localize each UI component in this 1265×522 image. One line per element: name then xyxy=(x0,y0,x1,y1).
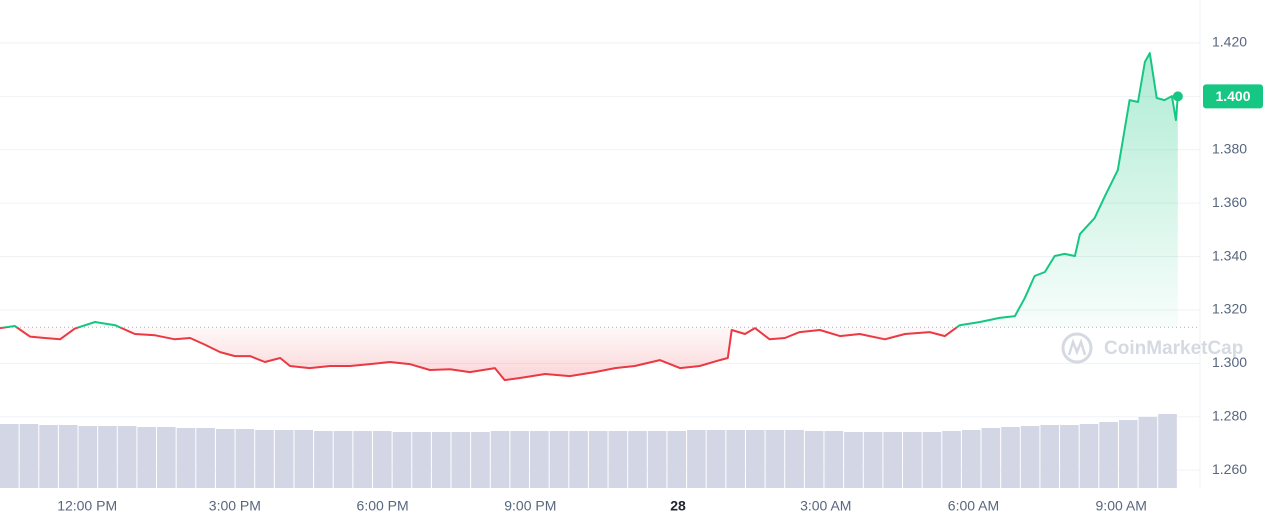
volume-bar xyxy=(726,430,745,488)
volume-bar xyxy=(196,428,215,488)
grid xyxy=(0,0,1201,488)
y-tick-label: 1.360 xyxy=(1212,194,1247,210)
y-tick-label: 1.300 xyxy=(1212,354,1247,370)
volume-bar xyxy=(961,430,981,488)
volume-bar xyxy=(235,429,255,488)
current-price-dot xyxy=(1172,91,1183,102)
volume-bar xyxy=(549,431,569,488)
volume-bar xyxy=(1118,420,1138,488)
y-tick-label: 1.320 xyxy=(1212,301,1247,317)
volume-bar xyxy=(1138,417,1158,488)
volume-bar xyxy=(78,426,98,488)
volume-bar xyxy=(1079,424,1099,488)
x-tick-label: 6:00 PM xyxy=(357,498,409,514)
watermark-logo xyxy=(1061,332,1093,364)
volume-bar xyxy=(1099,422,1118,488)
volume-bar xyxy=(824,431,844,488)
watermark-logo-m xyxy=(1067,338,1087,356)
volume-bar xyxy=(981,428,1001,488)
volume-bar xyxy=(1060,425,1079,488)
volume-bar xyxy=(804,431,824,488)
volume-bar xyxy=(530,431,549,488)
x-tick-label: 12:00 PM xyxy=(57,498,117,514)
volume-bar xyxy=(765,430,785,488)
watermark-text: CoinMarketCap xyxy=(1104,338,1243,359)
volume-bar xyxy=(628,431,647,488)
volume-bar xyxy=(667,431,687,488)
volume xyxy=(0,414,1177,488)
volume-bar xyxy=(314,431,333,488)
volume-bar xyxy=(274,430,294,488)
volume-bar xyxy=(137,427,157,488)
volume-bar xyxy=(510,431,530,488)
volume-bar xyxy=(39,425,58,488)
price-tag-label: 1.400 xyxy=(1215,88,1250,104)
x-tick-label: 9:00 PM xyxy=(504,498,556,514)
y-tick-label: 1.340 xyxy=(1212,247,1247,263)
volume-bar xyxy=(785,430,804,488)
volume-bar xyxy=(215,429,235,488)
volume-bar xyxy=(647,431,667,488)
volume-bar xyxy=(903,432,922,488)
volume-bar xyxy=(883,432,903,488)
volume-bar xyxy=(392,432,412,488)
volume-bar xyxy=(942,431,961,488)
volume-bar xyxy=(687,430,706,488)
volume-bar xyxy=(608,431,628,488)
price-area xyxy=(0,53,1178,381)
volume-bar xyxy=(98,426,117,488)
price-tag xyxy=(1203,84,1263,109)
volume-bar xyxy=(588,431,608,488)
volume-bar xyxy=(372,431,392,488)
watermark: CoinMarketCap xyxy=(1061,332,1243,364)
volume-bar xyxy=(844,432,863,488)
volume-bar xyxy=(333,431,353,488)
volume-bar xyxy=(706,430,726,488)
x-tick-label: 6:00 AM xyxy=(948,498,999,514)
volume-bar xyxy=(490,431,510,488)
volume-bar xyxy=(863,432,883,488)
volume-bar xyxy=(19,424,39,488)
y-tick-label: 1.420 xyxy=(1212,34,1247,50)
volume-bar xyxy=(157,427,176,488)
y-tick-label: 1.280 xyxy=(1212,407,1247,423)
x-tick-label: 9:00 AM xyxy=(1096,498,1147,514)
volume-bar xyxy=(431,432,451,488)
y-tick-label: 1.260 xyxy=(1212,461,1247,477)
volume-bar xyxy=(0,424,19,488)
volume-bar xyxy=(412,432,431,488)
volume-bar xyxy=(471,432,490,488)
volume-bar xyxy=(353,431,372,488)
x-tick-label: 3:00 AM xyxy=(800,498,851,514)
volume-bar xyxy=(1001,427,1020,488)
x-tick-label: 28 xyxy=(670,498,686,514)
volume-bar xyxy=(1020,426,1040,488)
volume-bar xyxy=(117,426,137,488)
axes: 1.260 1.280 1.300 1.320 1.340 1.360 1.380 1.400… xyxy=(57,34,1263,514)
x-tick-label: 3:00 PM xyxy=(209,498,261,514)
volume-bar xyxy=(1158,414,1177,488)
volume-bar xyxy=(255,430,274,488)
volume-bar xyxy=(294,430,314,488)
volume-bar xyxy=(176,428,196,488)
volume-bar xyxy=(1040,425,1060,488)
y-tick-label: 1.380 xyxy=(1212,140,1247,156)
plot xyxy=(0,52,1200,382)
volume-bar xyxy=(58,425,78,488)
volume-bar xyxy=(451,432,471,488)
volume-bar xyxy=(745,430,765,488)
volume-bar xyxy=(922,432,942,488)
price-line xyxy=(0,52,1179,382)
volume-bar xyxy=(569,431,588,488)
